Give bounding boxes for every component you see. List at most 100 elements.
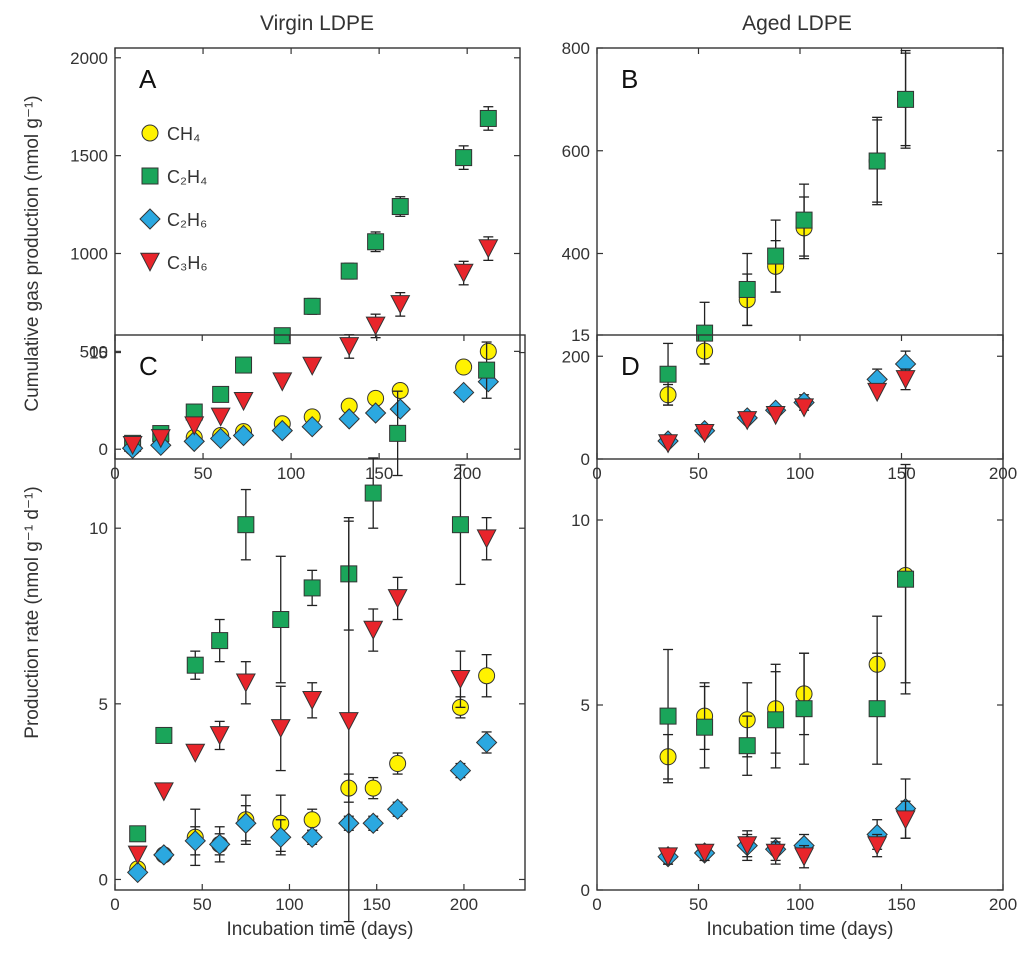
y-tick-label: 15 [571,326,590,345]
data-point-c3h6 [302,691,323,711]
y-tick-label: 15 [89,344,108,363]
data-point-c2h4 [212,385,230,403]
data-point-c3h6 [127,845,148,865]
x-tick-label: 100 [786,895,814,914]
y-tick-label: 0 [581,450,590,469]
data-point-c3h6 [302,356,323,376]
data-point-c3h6 [209,726,230,746]
data-point-c2h4 [479,109,497,127]
data-point-c3h6 [794,847,815,867]
data-point-c2h6 [449,759,472,782]
legend-label-c2h4: C₂H₄ [167,167,207,187]
data-point-c2h6 [270,826,292,849]
x-tick-label: 150 [887,895,915,914]
y-tick-label: 500 [80,342,108,361]
data-point-c3h6 [363,620,384,640]
data-point-c2h6 [209,427,232,450]
data-point-c3h6 [235,673,256,693]
data-point-ch4 [389,755,407,773]
data-point-c2h6 [183,430,205,453]
series-ch4 [659,52,915,406]
y-tick-label: 5 [99,695,108,714]
data-point-c2h6 [184,830,206,852]
data-point-ch4 [479,342,497,360]
y-axis-label: Cumulative gas production (nmol g⁻¹) [22,95,43,411]
data-point-c2h4 [367,233,385,251]
y-tick-label: 600 [562,142,590,161]
data-point-c3h6 [895,810,916,830]
panel-letter: A [139,64,157,94]
legend-label-c2h6: C₂H₆ [167,210,207,230]
panels-group: 0 50 100 150 2000500100015002000ACumulative … [22,39,1017,940]
x-tick-label: 100 [786,464,814,483]
x-tick-label: 50 [689,895,708,914]
data-point-c2h4 [795,211,813,229]
data-point-c3h6 [895,370,916,390]
data-point-c2h6 [271,419,293,442]
y-tick-label: 1000 [70,245,108,264]
legend: CH₄ C₂H₄ C₂H₆ C₃H₆ [139,124,208,273]
data-point-c2h4 [659,365,677,383]
data-point-c2h4 [186,656,204,674]
data-point-c3h6 [365,316,386,336]
data-point-c2h6 [389,398,411,420]
x-tick-label: 100 [277,464,305,483]
x-tick-label: 50 [193,895,212,914]
y-tick-label: 400 [562,245,590,264]
data-point-c2h4 [767,711,785,729]
legend-marker-c2h6 [139,208,161,230]
data-point-c3h6 [694,424,715,444]
data-point-ch4 [455,358,473,376]
data-point-c2h6 [232,424,255,447]
column-title-aged: Aged LDPE [742,12,852,35]
x-tick-label: 200 [989,895,1017,914]
data-point-c2h4 [237,516,255,534]
data-point-c2h6 [362,812,384,834]
legend-marker-ch4 [141,124,159,142]
data-point-c3h6 [867,382,888,403]
data-point-c3h6 [185,743,206,763]
data-point-c3h6 [210,407,231,427]
x-tick-label: 200 [453,464,481,483]
y-tick-label: 200 [562,347,590,366]
x-tick-label: 50 [194,464,213,483]
data-point-c3h6 [765,406,786,426]
series-c3h6 [658,800,916,869]
data-point-c3h6 [450,669,471,690]
data-point-c3h6 [122,436,143,456]
data-point-c3h6 [272,372,293,392]
legend-label-ch4: CH₄ [167,124,200,144]
data-point-c3h6 [453,263,474,283]
data-point-c2h6 [126,861,149,884]
data-point-c2h4 [795,700,813,718]
data-point-c2h4 [340,262,358,280]
data-point-ch4 [478,667,496,685]
y-tick-label: 0 [581,881,590,900]
x-tick-label: 0 [592,895,601,914]
series-c2h4 [659,49,915,406]
data-point-c3h6 [233,391,254,412]
data-point-c2h6 [452,381,475,404]
data-point-c3h6 [694,843,715,863]
data-point-c2h4 [455,149,473,167]
data-point-c2h4 [211,632,229,650]
data-point-c3h6 [270,719,291,739]
x-tick-label: 150 [363,895,391,914]
x-tick-label: 50 [689,464,708,483]
data-point-ch4 [303,811,321,829]
data-point-c2h4 [478,361,496,379]
data-point-c2h4 [868,700,886,718]
data-point-c2h6 [338,408,360,430]
data-point-c3h6 [765,843,786,863]
data-point-c2h6 [364,402,387,424]
legend-marker-c3h6 [139,252,161,272]
data-point-c2h4 [659,707,677,725]
series-c3h6 [658,368,916,454]
column-title-virgin: Virgin LDPE [260,12,374,35]
series-c2h6 [126,731,498,884]
data-point-c3h6 [737,836,758,856]
legend-marker-c2h4 [141,167,159,185]
y-tick-label: 10 [571,511,590,530]
